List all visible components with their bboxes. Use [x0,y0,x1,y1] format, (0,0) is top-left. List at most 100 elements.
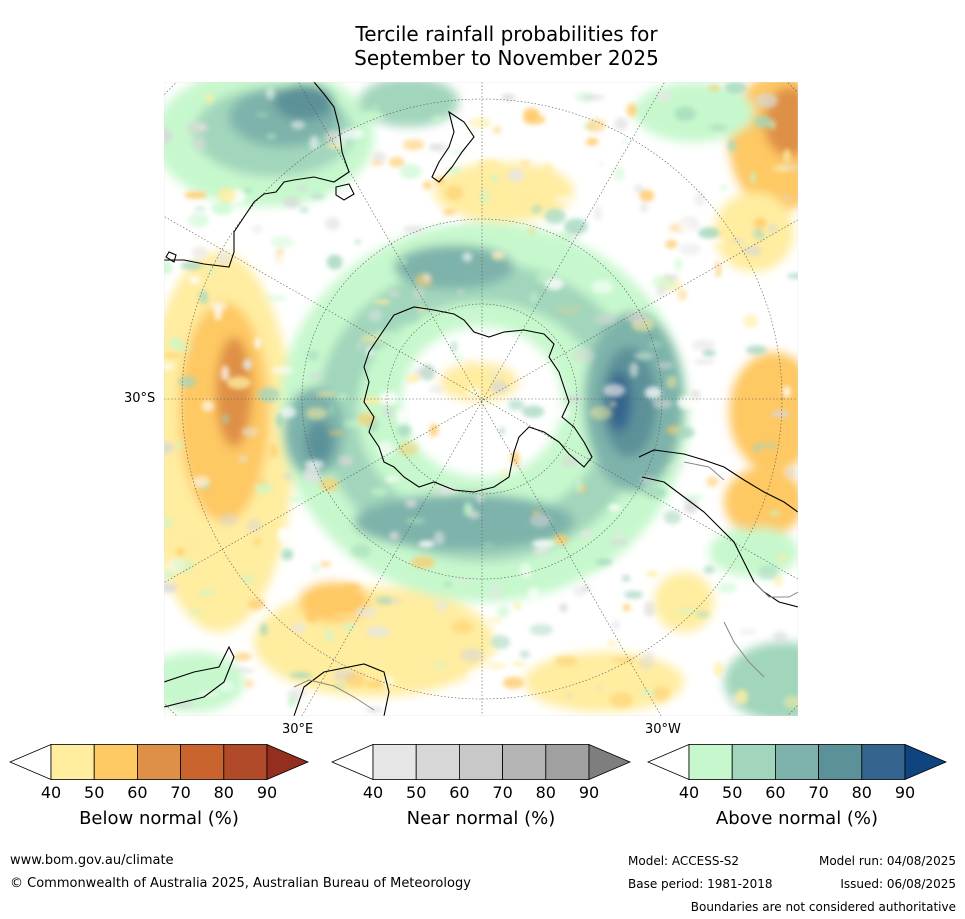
near-colorbar-svg [330,743,632,781]
speckle [288,497,303,502]
speckle [353,482,371,494]
speckle [520,160,531,165]
near-swatch-4 [545,744,590,780]
speckle [192,475,210,488]
speckle [708,85,721,91]
speckle [536,272,550,285]
speckle [460,648,484,662]
speckle [466,667,489,683]
speckle [453,578,475,584]
speckle [433,433,440,446]
speckle [356,340,364,352]
speckle [556,302,579,313]
speckle [319,561,332,568]
speckle [487,662,508,670]
speckle [631,297,645,310]
speckle [217,187,237,203]
speckle [755,453,769,461]
longitude-label-30w: 30°W [645,722,681,737]
speckle [319,477,340,492]
speckle [491,251,505,261]
speckle [188,609,204,615]
speckle [522,405,545,418]
speckle [511,661,527,667]
speckle-layer [164,82,798,714]
speckle [199,290,209,304]
speckle [585,137,599,146]
speckle [579,530,594,538]
speckle [366,626,390,638]
speckle [234,668,256,673]
issued-text: Issued: 06/08/2025 [840,877,956,891]
speckle [164,517,173,529]
speckle [411,556,436,569]
map-title: Tercile rainfall probabilities for Septe… [0,22,965,70]
model-run-text: Model run: 04/08/2025 [818,854,956,868]
speckle [609,401,617,407]
below-swatch-low [8,743,52,781]
speckle [583,564,606,570]
speckle [493,125,502,134]
speckle [593,205,603,221]
website-link[interactable]: www.bom.gov.au/climate [10,853,174,868]
speckle [716,582,738,593]
speckle [265,87,276,100]
speckle [644,486,667,499]
speckle [254,337,262,349]
speckle [287,693,297,708]
speckle [531,539,556,549]
below-normal-colorbar [8,743,310,781]
near-swatch-1 [415,744,460,780]
speckle [233,229,249,241]
near-tick-label: 70 [492,783,513,802]
speckle [428,385,445,394]
speckle [193,206,206,211]
speckle [698,227,720,239]
speckle [172,701,194,709]
speckle [771,410,791,418]
speckle [545,277,564,291]
speckle [329,228,336,242]
speckle [507,169,525,182]
speckle [646,570,659,578]
speckle [477,159,500,171]
above-swatch-0 [688,744,733,780]
speckle [703,565,715,574]
speckle [523,195,539,205]
speckle [269,444,278,459]
speckle [251,224,263,234]
speckle [594,685,602,691]
speckle [243,188,252,193]
speckle [466,360,474,367]
speckle [667,464,685,470]
speckle [657,90,672,103]
speckle [640,202,649,213]
speckle [164,571,176,579]
model-text: Model: ACCESS-S2 [628,854,740,868]
speckle [290,120,306,130]
speckle [295,185,309,190]
speckle [643,601,655,618]
speckle [607,640,618,646]
speckle [325,130,339,144]
speckle [326,629,333,642]
below-tick-label: 90 [256,783,278,802]
speckle [418,334,436,339]
speckle [753,217,767,229]
speckle [311,563,320,573]
speckle [724,82,747,94]
speckle [426,316,439,329]
speckle [383,405,393,419]
speckle [266,134,277,139]
speckle [618,82,641,88]
speckle [211,202,233,216]
speckle [639,189,655,202]
above-normal-colorbar [646,743,948,781]
speckle [241,427,260,437]
speckle [591,280,614,294]
speckle [189,540,199,549]
speckle [678,222,692,232]
near-tick-label: 80 [535,783,556,802]
speckle [502,676,524,689]
speckle [720,184,728,190]
